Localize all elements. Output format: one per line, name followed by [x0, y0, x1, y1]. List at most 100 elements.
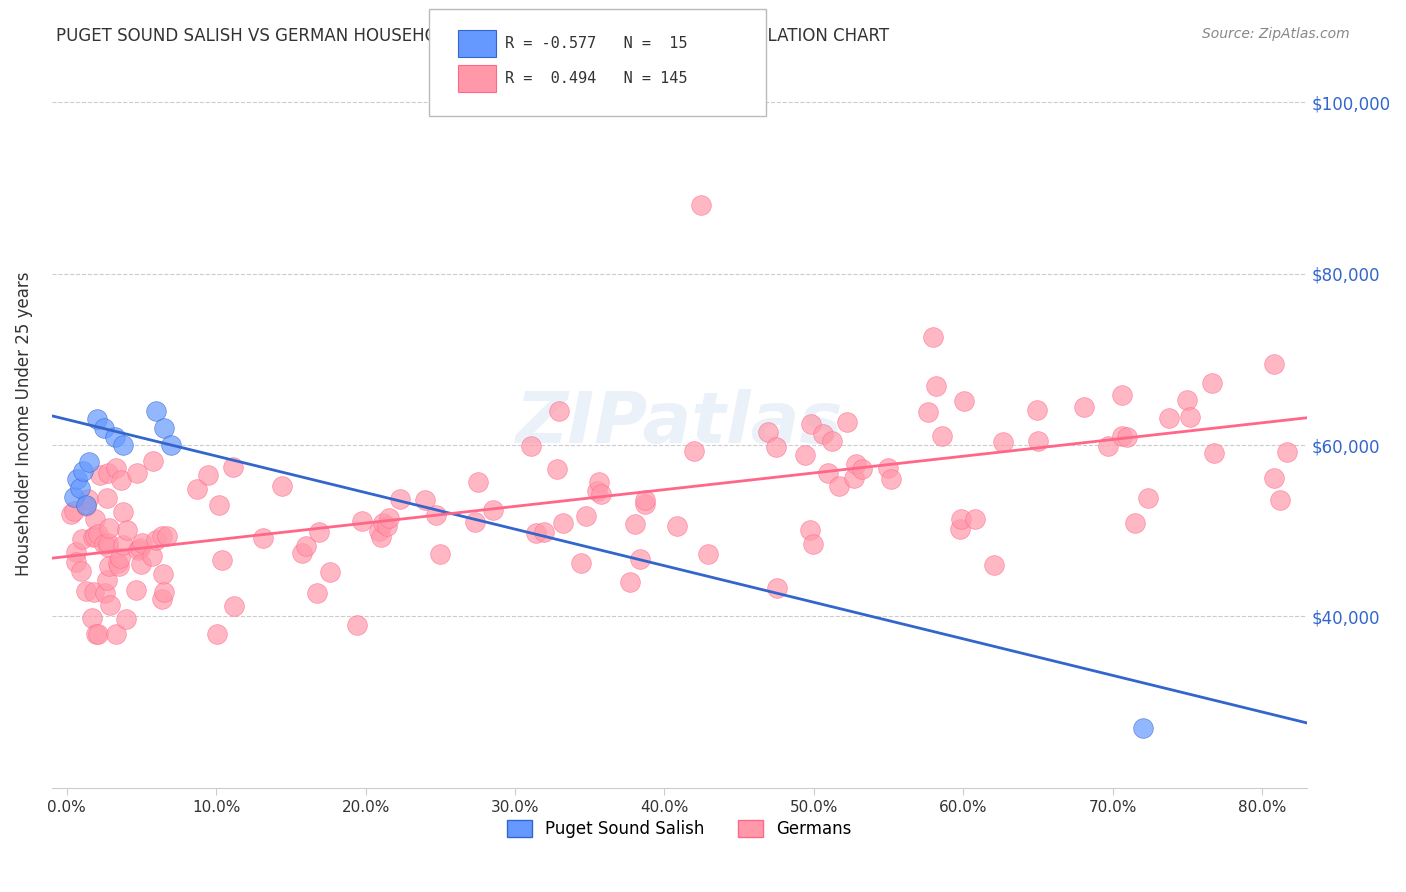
Point: [765, 440, 787, 454]
Point: [103, 429, 125, 443]
Point: [66, 472, 89, 486]
Point: [821, 434, 844, 448]
Point: [65, 545, 87, 559]
Point: [87, 626, 110, 640]
Point: [75, 499, 97, 513]
Point: [222, 460, 245, 475]
Point: [799, 523, 821, 537]
Point: [65, 555, 87, 569]
Point: [666, 518, 689, 533]
Point: [697, 548, 720, 562]
Point: [551, 516, 574, 530]
Point: [1204, 446, 1226, 460]
Point: [1111, 388, 1133, 402]
Point: [1175, 392, 1198, 407]
Point: [70, 564, 93, 578]
Point: [97, 466, 120, 480]
Point: [308, 524, 330, 539]
Point: [104, 460, 127, 475]
Point: [112, 505, 135, 519]
Point: [131, 536, 153, 550]
Point: [346, 618, 368, 632]
Point: [97, 536, 120, 550]
Point: [917, 405, 939, 419]
Point: [367, 524, 389, 539]
Text: R = -0.577   N =  15: R = -0.577 N = 15: [505, 37, 688, 51]
Point: [983, 558, 1005, 573]
Point: [1125, 516, 1147, 530]
Point: [83, 585, 105, 599]
Point: [1025, 402, 1047, 417]
Y-axis label: Householder Income Under 25 years: Householder Income Under 25 years: [15, 271, 32, 576]
Point: [127, 542, 149, 557]
Point: [153, 585, 176, 599]
Point: [953, 394, 976, 409]
Point: [319, 565, 342, 579]
Point: [949, 522, 972, 536]
Point: [1111, 428, 1133, 442]
Point: [252, 531, 274, 545]
Point: [112, 438, 135, 452]
Point: [89, 468, 111, 483]
Point: [84, 626, 107, 640]
Point: [533, 525, 555, 540]
Point: [845, 457, 868, 471]
Point: [63, 504, 86, 518]
Point: [69, 481, 91, 495]
Point: [271, 479, 294, 493]
Point: [290, 546, 312, 560]
Point: [963, 512, 986, 526]
Point: [991, 434, 1014, 449]
Point: [575, 508, 598, 523]
Point: [205, 626, 228, 640]
Point: [110, 473, 132, 487]
Legend: Puget Sound Salish, Germans: Puget Sound Salish, Germans: [501, 814, 859, 845]
Point: [844, 471, 866, 485]
Point: [83, 529, 105, 543]
Point: [107, 559, 129, 574]
Point: [98, 559, 121, 574]
Point: [925, 379, 948, 393]
Point: [93, 537, 115, 551]
Point: [98, 598, 121, 612]
Point: [429, 547, 451, 561]
Point: [142, 453, 165, 467]
Point: [756, 425, 779, 439]
Point: [1263, 357, 1285, 371]
Point: [623, 516, 645, 531]
Point: [389, 491, 412, 506]
Text: R =  0.494   N = 145: R = 0.494 N = 145: [505, 71, 688, 86]
Text: Source: ZipAtlas.com: Source: ZipAtlas.com: [1202, 27, 1350, 41]
Point: [1132, 721, 1154, 735]
Point: [96, 573, 118, 587]
Point: [520, 440, 543, 454]
Point: [63, 490, 86, 504]
Point: [373, 516, 395, 530]
Point: [467, 475, 489, 489]
Point: [350, 515, 373, 529]
Point: [1026, 434, 1049, 449]
Point: [87, 526, 110, 541]
Point: [108, 550, 131, 565]
Point: [114, 612, 136, 626]
Text: PUGET SOUND SALISH VS GERMAN HOUSEHOLDER INCOME UNDER 25 YEARS CORRELATION CHART: PUGET SOUND SALISH VS GERMAN HOUSEHOLDER…: [56, 27, 890, 45]
Point: [86, 412, 108, 426]
Point: [93, 421, 115, 435]
Point: [817, 467, 839, 481]
Point: [153, 421, 176, 435]
Point: [1157, 411, 1180, 425]
Point: [370, 530, 392, 544]
Point: [72, 464, 94, 478]
Point: [127, 467, 149, 481]
Point: [1275, 444, 1298, 458]
Text: ZIPatlas: ZIPatlas: [516, 389, 844, 458]
Point: [1268, 492, 1291, 507]
Point: [294, 540, 316, 554]
Point: [378, 511, 401, 525]
Point: [305, 586, 328, 600]
Point: [619, 574, 641, 589]
Point: [145, 404, 167, 418]
Point: [413, 492, 436, 507]
Point: [1097, 439, 1119, 453]
Point: [186, 482, 208, 496]
